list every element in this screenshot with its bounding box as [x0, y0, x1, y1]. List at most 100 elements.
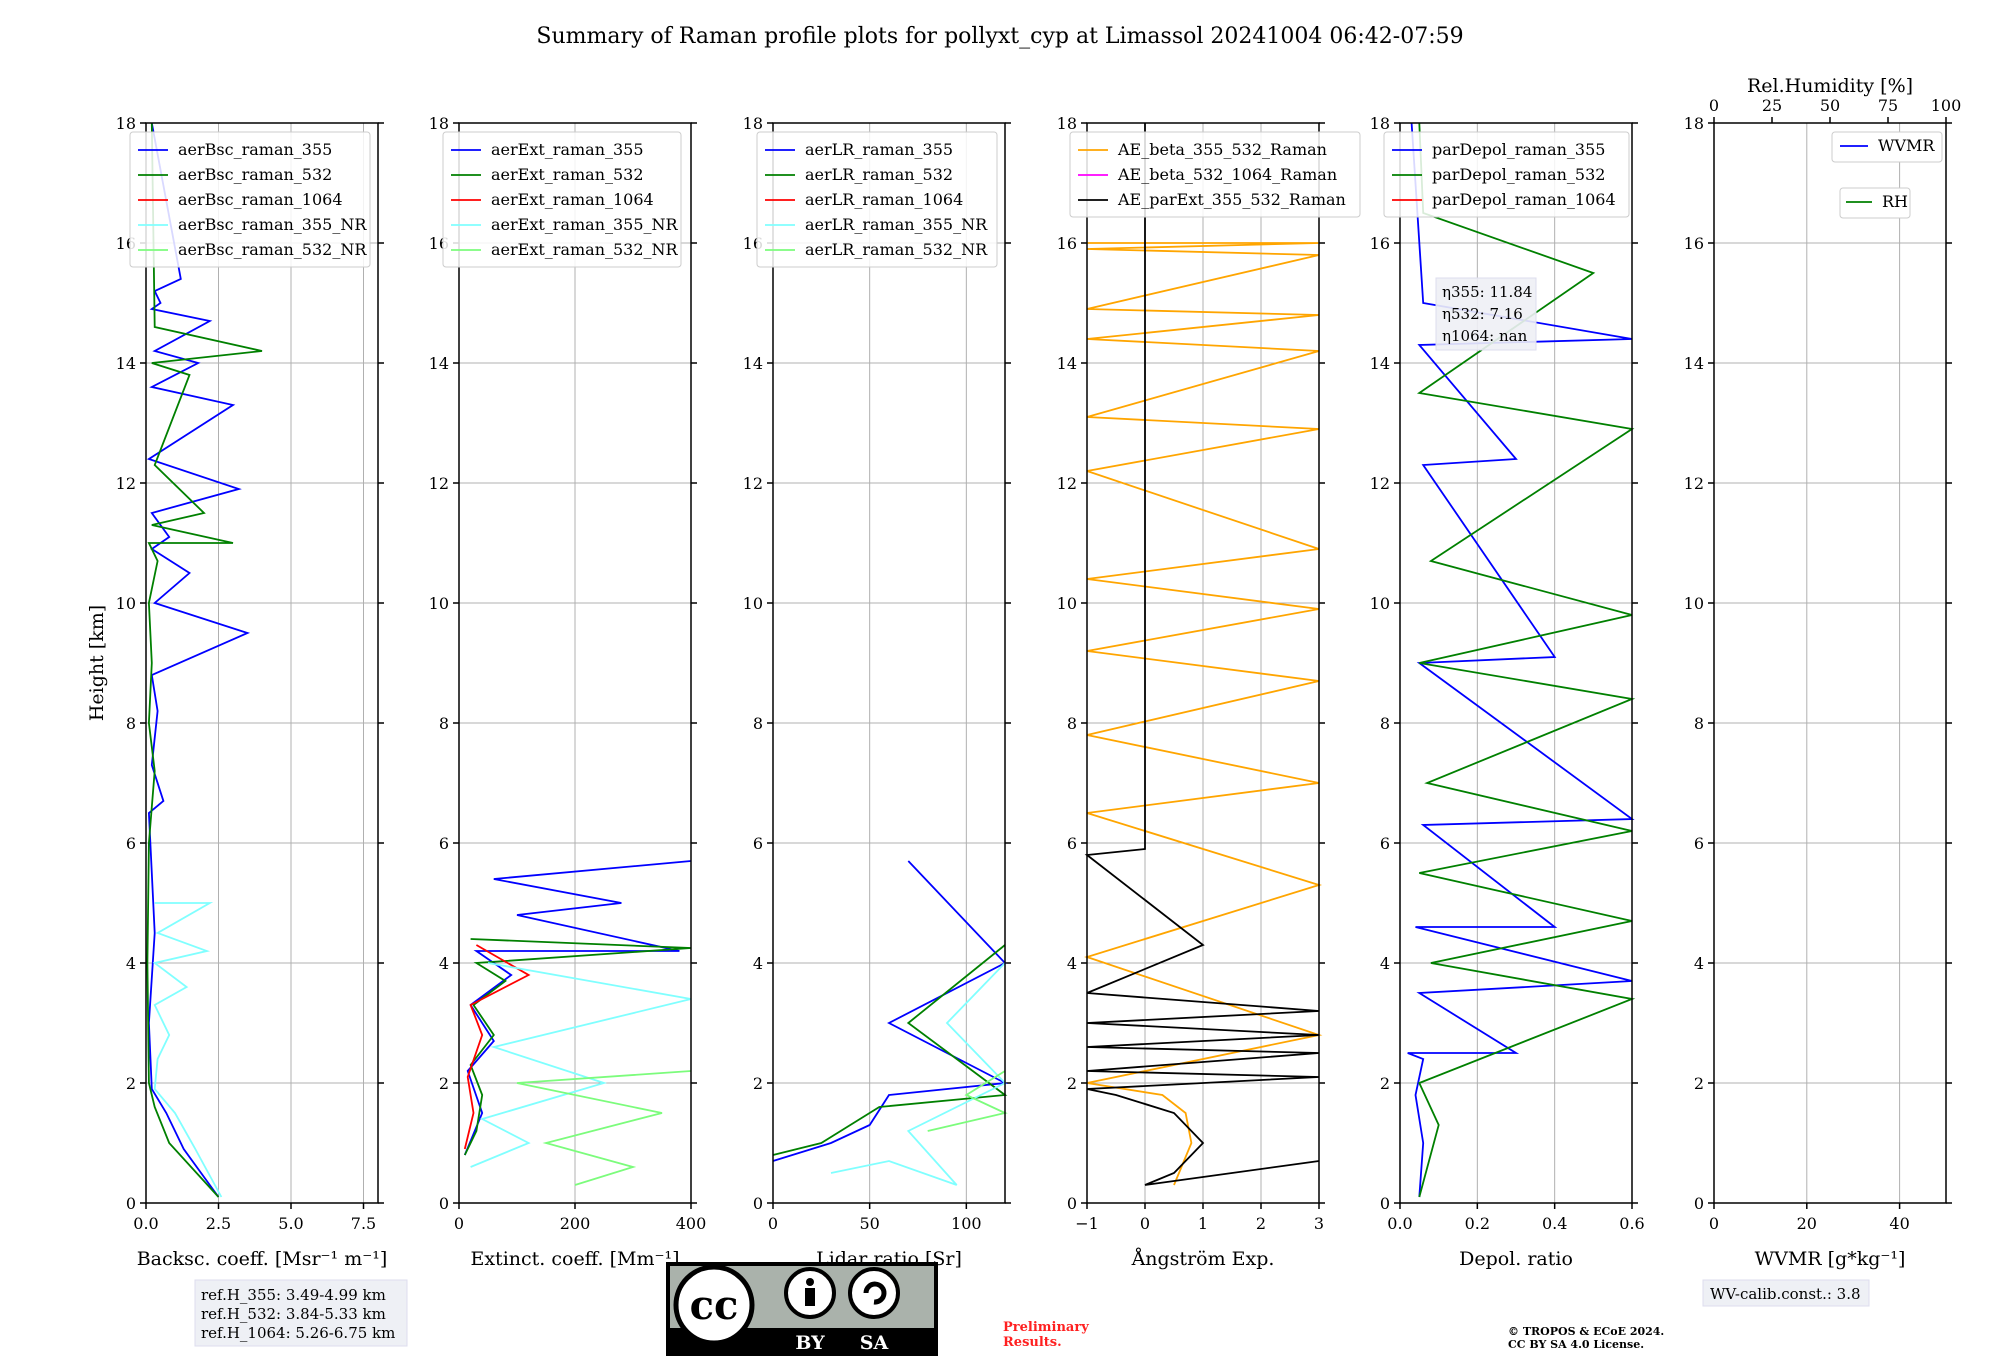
ytick-label: 6: [1694, 834, 1704, 853]
series-aerExt_raman_532: [463, 938, 692, 1156]
cc-logo-text: cc: [690, 1282, 739, 1329]
ytick-label: 18: [1684, 114, 1704, 133]
legend-box-rh: [1839, 187, 1911, 219]
ytick-label: 18: [429, 114, 449, 133]
x-axis-label: Ångström Exp.: [1131, 1248, 1275, 1270]
xtick-label: 400: [676, 1214, 707, 1233]
legend-label: aerLR_raman_1064: [805, 190, 963, 209]
ytick-label: 18: [743, 114, 763, 133]
ref-height-355: ref.H_355: 3.49-4.99 km: [201, 1286, 386, 1304]
ytick-label: 0: [753, 1194, 763, 1213]
ref-height-532: ref.H_532: 3.84-5.33 km: [201, 1305, 386, 1323]
ytick-label: 8: [1694, 714, 1704, 733]
ytick-label: 16: [1684, 234, 1704, 253]
axes-frame: [772, 122, 1006, 1204]
eta-line-0: η355: 11.84: [1442, 283, 1532, 301]
xtick-label: 1: [1198, 1214, 1208, 1233]
ytick-label: 12: [743, 474, 763, 493]
legend-label: aerBsc_raman_532: [178, 165, 332, 184]
xtick-label: 7.5: [351, 1214, 376, 1233]
series-aerBsc_raman_532: [146, 122, 263, 1198]
legend-label: parDepol_raman_1064: [1432, 190, 1616, 209]
ytick-label: 8: [1380, 714, 1390, 733]
xtick-label: −1: [1075, 1214, 1099, 1233]
series-parDepol_raman_355: [1407, 122, 1635, 1198]
cc-by-label: BY: [795, 1332, 825, 1354]
rh-tick-label: 100: [1931, 96, 1962, 115]
ytick-label: 10: [429, 594, 449, 613]
xtick-label: 3: [1314, 1214, 1324, 1233]
ytick-label: 0: [1380, 1194, 1390, 1213]
legend-label: aerBsc_raman_355: [178, 140, 332, 159]
xtick-label: 0: [768, 1214, 778, 1233]
ytick-label: 2: [439, 1074, 449, 1093]
series-AE_parExt_355_532_Raman: [1084, 123, 1320, 1186]
ytick-label: 2: [753, 1074, 763, 1093]
series-parDepol_raman_532: [1416, 122, 1636, 1198]
xtick-label: 0.4: [1542, 1214, 1567, 1233]
ytick-label: 10: [743, 594, 763, 613]
ytick-label: 14: [1370, 354, 1390, 373]
y-axis-label: Height [km]: [86, 605, 108, 721]
legend-box: [756, 131, 998, 268]
legend-box: [442, 131, 682, 268]
ytick-label: 14: [429, 354, 449, 373]
xtick-label: 20: [1797, 1214, 1817, 1233]
ytick-label: 8: [1067, 714, 1077, 733]
xtick-label: 2: [1256, 1214, 1266, 1233]
ytick-label: 2: [1694, 1074, 1704, 1093]
legend-label: aerLR_raman_532_NR: [805, 240, 988, 259]
axes-frame: [145, 122, 379, 1204]
series-aerLR_raman_355_NR: [830, 962, 1007, 1186]
copyright-line-2: CC BY SA 4.0 License.: [1508, 1338, 1644, 1351]
legend-box-wvmr: [1831, 131, 1943, 163]
rh-tick-label: 0: [1709, 96, 1719, 115]
axes-frame: [458, 122, 692, 1204]
legend-label: aerExt_raman_355_NR: [491, 215, 679, 234]
rh-tick-label: 50: [1820, 96, 1840, 115]
xtick-label: 0.6: [1619, 1214, 1644, 1233]
ytick-label: 12: [1684, 474, 1704, 493]
eta-background: [1435, 277, 1537, 351]
ytick-label: 16: [1370, 234, 1390, 253]
ytick-label: 4: [753, 954, 763, 973]
ytick-label: 10: [1057, 594, 1077, 613]
ytick-label: 2: [1067, 1074, 1077, 1093]
series-aerExt_raman_355: [463, 860, 692, 1156]
series-aerLR_raman_532_NR: [927, 1070, 1008, 1132]
preliminary-line-1: Preliminary: [1003, 1320, 1089, 1335]
legend-label: WVMR: [1878, 136, 1935, 155]
xtick-label: 5.0: [278, 1214, 303, 1233]
copyright-line-1: © TROPOS & ECoE 2024.: [1508, 1325, 1664, 1338]
legend-label: aerLR_raman_355_NR: [805, 215, 988, 234]
eta-box: η355: 11.84 η532: 7.16 η1064: nan: [1435, 277, 1537, 351]
legend-label: parDepol_raman_355: [1432, 140, 1605, 159]
ytick-label: 6: [1067, 834, 1077, 853]
ref-height-1064: ref.H_1064: 5.26-6.75 km: [201, 1324, 395, 1342]
series-aerLR_raman_532: [772, 944, 1008, 1156]
legend-label: aerLR_raman_355: [805, 140, 953, 159]
x-axis-label: Depol. ratio: [1459, 1248, 1573, 1270]
legend-label: aerLR_raman_532: [805, 165, 953, 184]
ytick-label: 6: [1380, 834, 1390, 853]
legend-box: [1069, 131, 1361, 218]
legend-label: AE_beta_532_1064_Raman: [1117, 165, 1337, 184]
eta-line-1: η532: 7.16: [1442, 305, 1523, 323]
legend-label: aerExt_raman_1064: [491, 190, 654, 209]
ytick-label: 12: [1057, 474, 1077, 493]
ytick-label: 4: [1694, 954, 1704, 973]
xtick-label: 0: [1140, 1214, 1150, 1233]
ytick-label: 4: [1380, 954, 1390, 973]
series-aerExt_raman_1064: [463, 944, 531, 1150]
axes-frame: [1086, 122, 1320, 1204]
ytick-label: 18: [1057, 114, 1077, 133]
legend-label: aerExt_raman_532: [491, 165, 644, 184]
ytick-label: 6: [439, 834, 449, 853]
legend-box: [1383, 131, 1630, 218]
legend-label: RH: [1882, 192, 1908, 211]
axes-frame: [1399, 122, 1633, 1204]
